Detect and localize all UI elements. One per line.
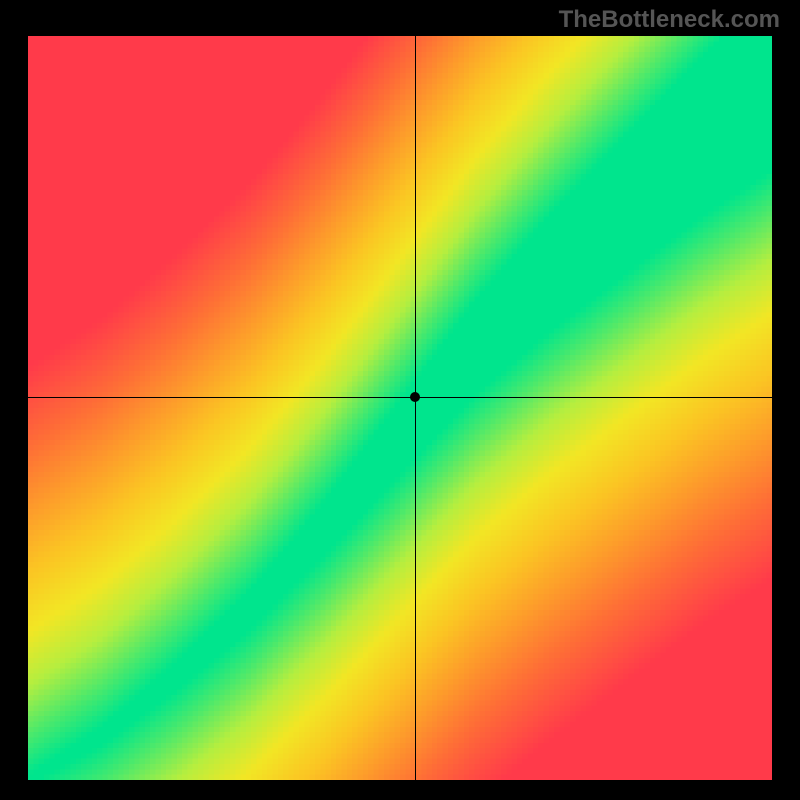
attribution-text: TheBottleneck.com: [559, 6, 780, 34]
crosshair-horizontal: [28, 397, 772, 398]
crosshair-vertical: [415, 36, 416, 780]
heatmap-plot: [28, 36, 772, 780]
chart-container: TheBottleneck.com: [0, 0, 800, 800]
heatmap-canvas: [28, 36, 772, 780]
crosshair-marker: [410, 392, 420, 402]
